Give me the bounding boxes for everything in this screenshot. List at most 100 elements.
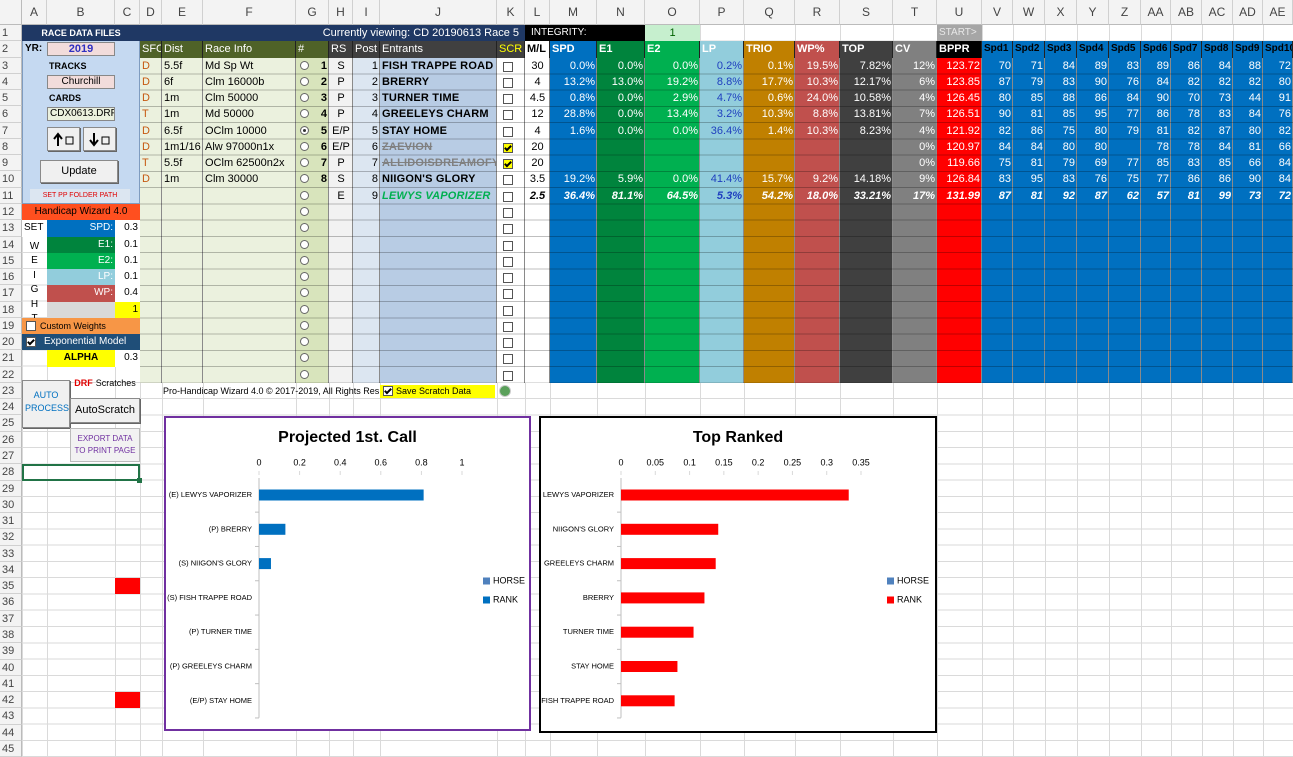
integrity-label: INTEGRITY: xyxy=(525,25,645,42)
checkbox[interactable] xyxy=(26,320,36,331)
radio-button[interactable] xyxy=(300,304,309,314)
column-header: A xyxy=(22,0,47,25)
checkbox[interactable] xyxy=(503,94,513,105)
checkbox[interactable] xyxy=(503,240,513,251)
cell: 86 xyxy=(1156,108,1169,121)
radio-button[interactable] xyxy=(300,141,309,151)
cell: 54.2% xyxy=(761,189,793,202)
selection-handle xyxy=(137,477,142,483)
radio-button[interactable] xyxy=(300,60,309,70)
radio-button[interactable] xyxy=(300,76,309,86)
checkbox[interactable] xyxy=(503,321,513,332)
autoscratch-button[interactable]: AutoScratch xyxy=(70,398,140,423)
radio-button[interactable] xyxy=(300,109,309,119)
radio-button[interactable] xyxy=(300,239,309,249)
radio-button[interactable] xyxy=(300,125,309,135)
radio-button[interactable] xyxy=(300,174,309,184)
cell: 0.2% xyxy=(716,59,742,72)
row-header: 36 xyxy=(0,594,22,611)
checkbox[interactable] xyxy=(503,191,513,202)
cell: 0% xyxy=(919,157,935,170)
checkbox[interactable] xyxy=(503,110,513,121)
cell: 84 xyxy=(1062,59,1075,72)
row-header: 37 xyxy=(0,610,22,627)
cell: 0.0% xyxy=(672,124,698,137)
cell: 82 xyxy=(998,124,1011,137)
checkbox[interactable] xyxy=(503,175,513,186)
radio-button[interactable] xyxy=(300,369,309,379)
cell: 1.4% xyxy=(767,124,793,137)
status-icon xyxy=(499,384,511,397)
cell: 86 xyxy=(1030,124,1043,137)
cell: 120.97 xyxy=(946,140,980,153)
radio-button[interactable] xyxy=(300,223,309,233)
column-header: M xyxy=(550,0,597,25)
cell: STAY HOME xyxy=(382,124,448,137)
checkbox[interactable] xyxy=(383,385,393,396)
radio-button[interactable] xyxy=(300,337,309,347)
weight-label: SPD: xyxy=(47,220,115,237)
radio-button[interactable] xyxy=(300,320,309,330)
cell: 85 xyxy=(1030,92,1043,105)
checkbox[interactable] xyxy=(503,224,513,235)
exponential-row: Exponential Model xyxy=(22,334,140,351)
cell: 6% xyxy=(919,75,935,88)
row-header: 40 xyxy=(0,659,22,676)
column-title: Post xyxy=(353,41,380,58)
radio-button[interactable] xyxy=(300,93,309,103)
cell: 76 xyxy=(1126,75,1139,88)
column-header: J xyxy=(380,0,497,25)
radio-button[interactable] xyxy=(300,206,309,216)
cell: 30 xyxy=(531,59,544,72)
cell: 20 xyxy=(531,157,544,170)
export-button[interactable]: EXPORT DATA TO PRINT PAGE xyxy=(70,428,140,462)
radio-button[interactable] xyxy=(300,158,309,168)
cell: T xyxy=(142,157,149,170)
radio-button[interactable] xyxy=(300,353,309,363)
cell: 73 xyxy=(1218,92,1231,105)
row-header: 31 xyxy=(0,513,22,530)
column-band xyxy=(353,57,380,383)
cell: P xyxy=(337,92,345,105)
start-cell: START> xyxy=(937,25,982,42)
arrow-button[interactable] xyxy=(83,126,116,151)
column-title: # xyxy=(296,41,329,58)
cell: 82 xyxy=(1218,75,1231,88)
checkbox[interactable] xyxy=(26,337,36,348)
row-header: 11 xyxy=(0,187,22,204)
checkbox[interactable] xyxy=(503,354,513,365)
cell: 19.2% xyxy=(563,173,595,186)
set-path-button[interactable]: SET PP FOLDER PATH xyxy=(30,188,130,203)
cell: 80 xyxy=(1094,124,1107,137)
checkbox[interactable] xyxy=(503,289,513,300)
arrow-button[interactable] xyxy=(47,126,80,151)
card-box[interactable]: CDX0613.DRF xyxy=(47,107,115,122)
update-button[interactable]: Update xyxy=(40,160,118,183)
checkbox[interactable] xyxy=(503,338,513,349)
checkbox[interactable] xyxy=(503,207,513,218)
checkbox[interactable] xyxy=(503,77,513,88)
checkbox[interactable] xyxy=(503,256,513,267)
cell: 71 xyxy=(1030,59,1043,72)
checkbox[interactable] xyxy=(503,273,513,284)
auto-process-button[interactable]: AUTO PROCESS xyxy=(22,380,70,428)
checkbox[interactable] xyxy=(503,159,513,170)
column-band xyxy=(1045,57,1077,383)
column-header: F xyxy=(203,0,296,25)
radio-button[interactable] xyxy=(300,190,309,200)
checkbox[interactable] xyxy=(503,142,513,153)
radio-button[interactable] xyxy=(300,288,309,298)
cell: 10.3% xyxy=(761,108,793,121)
checkbox[interactable] xyxy=(503,126,513,137)
radio-button[interactable] xyxy=(300,272,309,282)
cell: 4 xyxy=(534,124,541,137)
checkbox[interactable] xyxy=(503,61,513,72)
checkbox[interactable] xyxy=(503,370,513,381)
drf-label: DRF xyxy=(74,378,93,388)
track-box[interactable]: Churchill xyxy=(47,74,115,89)
checkbox[interactable] xyxy=(503,305,513,316)
cell: 83 xyxy=(1062,173,1075,186)
cell: ALLIDOISDREAMOFYO xyxy=(382,157,497,170)
radio-button[interactable] xyxy=(300,255,309,265)
cell: 4.5 xyxy=(529,92,546,105)
